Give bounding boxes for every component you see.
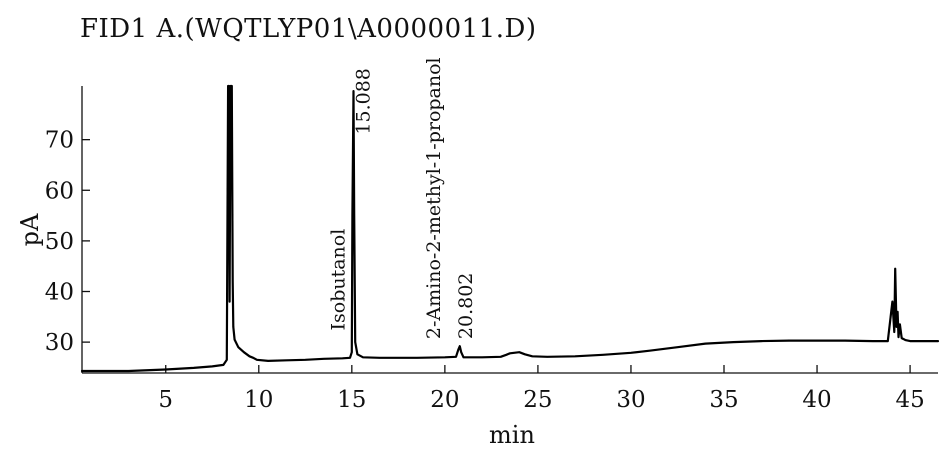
x-tick-label: 15 (337, 387, 366, 413)
chart-title: FID1 A.(WQTLYP01\A0000011.D) (80, 14, 537, 44)
y-tick-label: 60 (45, 178, 74, 204)
x-tick-label: 25 (523, 387, 552, 413)
x-tick-label: 5 (158, 387, 173, 413)
y-tick-label: 50 (45, 229, 74, 255)
y-tick-label: 70 (45, 128, 74, 154)
peak-annotation: 20.802 (455, 273, 477, 339)
y-axis-ticks: 30 40 50 60 70 (45, 128, 90, 356)
y-axis-label: pA (16, 213, 44, 246)
x-tick-label: 40 (802, 387, 831, 413)
x-tick-label: 45 (895, 387, 924, 413)
x-tick-label: 10 (244, 387, 273, 413)
y-tick-label: 30 (45, 330, 74, 356)
peak-annotations: Isobutanol 15.088 2-Amino-2-methyl-1-propa… (327, 57, 477, 339)
x-tick-label: 20 (430, 387, 459, 413)
peak-annotation: 15.088 (353, 68, 375, 134)
x-tick-label: 30 (616, 387, 645, 413)
peak-annotation: Isobutanol (327, 229, 349, 331)
x-tick-label: 35 (709, 387, 738, 413)
peak-annotation: 2-Amino-2-methyl-1-propanol (423, 57, 445, 339)
y-tick-label: 40 (45, 280, 74, 306)
x-axis-label: min (489, 421, 535, 449)
signal-trace (80, 84, 940, 373)
x-axis-ticks: 5 10 15 20 25 30 35 40 45 (158, 365, 925, 413)
